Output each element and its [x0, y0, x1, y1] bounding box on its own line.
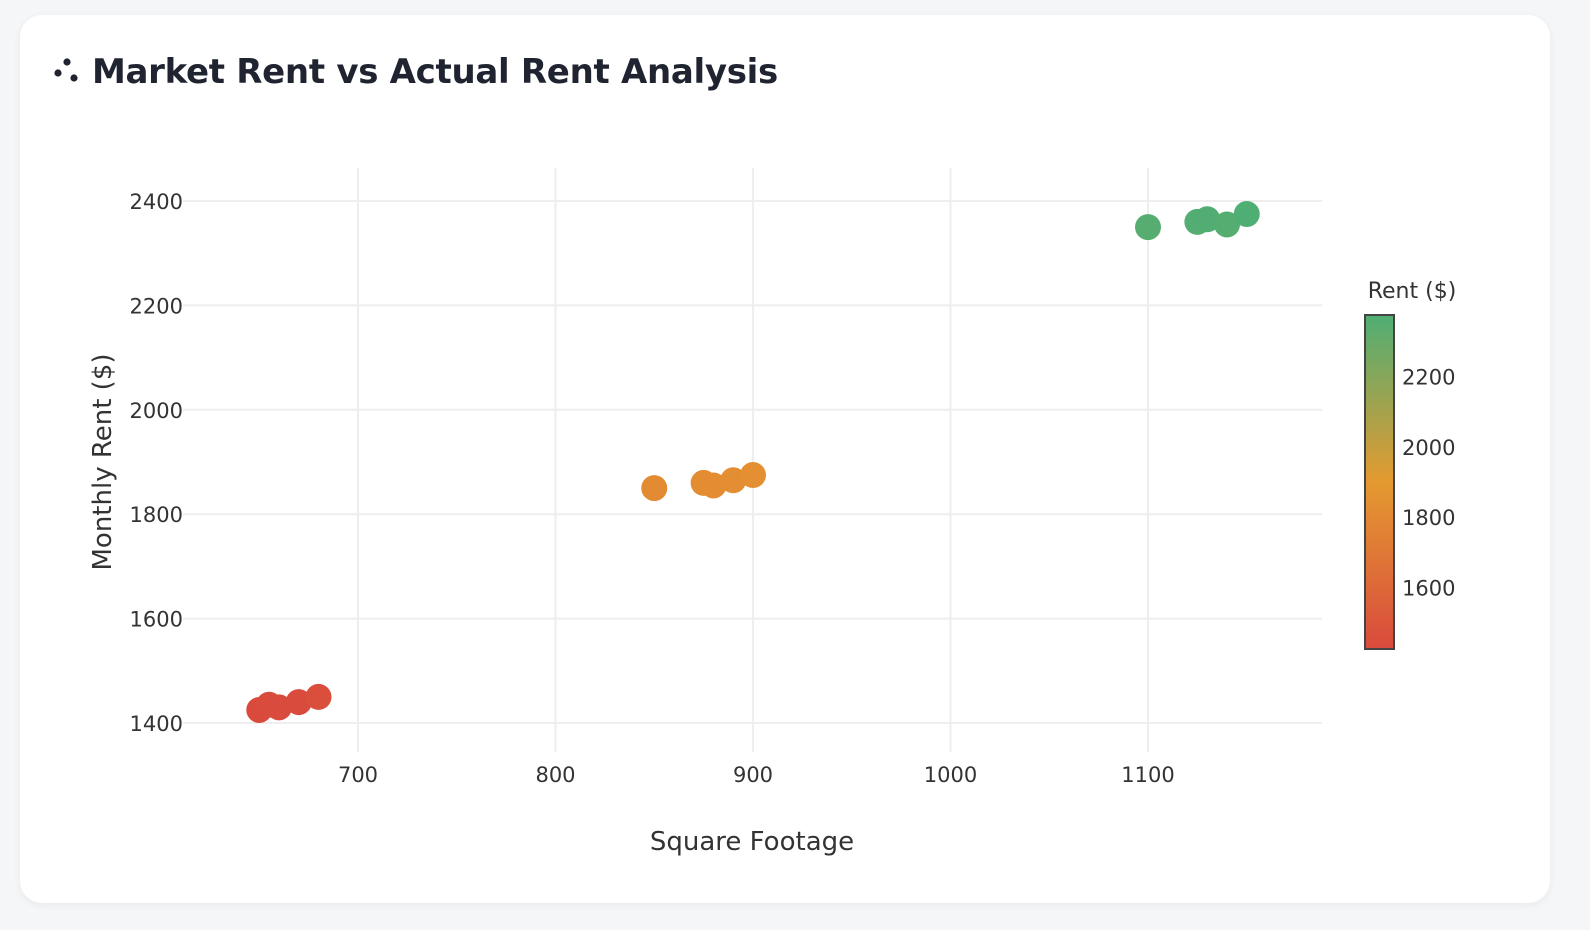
data-point[interactable] — [285, 689, 312, 716]
x-tick-label: 800 — [535, 763, 575, 787]
x-axis-ticks: 700 800 900 1000 1100 — [338, 763, 1175, 787]
data-point[interactable] — [1214, 211, 1240, 238]
y-tick-label: 1600 — [130, 608, 183, 632]
colorbar-title: Rent ($) — [1368, 279, 1457, 304]
data-point[interactable] — [1233, 201, 1260, 228]
grid-lines — [183, 168, 1322, 752]
data-point[interactable] — [1194, 206, 1221, 233]
chart-title: Market Rent vs Actual Rent Analysis — [92, 52, 778, 92]
colorbar-ticks: 1600 1800 2000 2200 — [1402, 366, 1455, 601]
data-point[interactable] — [266, 694, 292, 721]
colorbar: Rent ($) 1600 1800 2000 2200 — [1364, 279, 1457, 650]
x-tick-label: 1000 — [924, 763, 977, 787]
y-tick-label: 1800 — [130, 503, 183, 527]
data-point[interactable] — [641, 475, 668, 502]
y-axis-title: Monthly Rent ($) — [88, 353, 118, 570]
y-tick-label: 1400 — [130, 712, 183, 736]
data-points[interactable] — [246, 201, 1260, 723]
chart-card — [20, 15, 1550, 903]
data-point[interactable] — [700, 472, 727, 499]
data-point[interactable] — [305, 683, 332, 710]
colorbar-tick-label: 1600 — [1402, 576, 1455, 600]
colorbar-tick-label: 1800 — [1402, 506, 1455, 530]
data-point[interactable] — [720, 467, 747, 494]
x-tick-label: 900 — [733, 763, 773, 787]
y-axis-ticks: 1400 1600 1800 2000 2200 2400 — [130, 190, 183, 736]
x-tick-label: 1100 — [1121, 763, 1174, 787]
y-tick-label: 2200 — [130, 294, 183, 318]
x-tick-label: 700 — [338, 763, 378, 787]
colorbar-tick-label: 2200 — [1402, 366, 1455, 390]
x-axis-title: Square Footage — [650, 827, 854, 857]
y-tick-label: 2000 — [130, 399, 183, 423]
data-point[interactable] — [740, 462, 766, 489]
y-tick-label: 2400 — [130, 190, 183, 214]
chart-header: Market Rent vs Actual Rent Analysis — [52, 52, 778, 92]
colorbar-gradient — [1364, 314, 1395, 650]
colorbar-tick-label: 2000 — [1402, 436, 1455, 460]
scatter-dots-icon — [54, 58, 78, 82]
data-point[interactable] — [1135, 214, 1161, 241]
